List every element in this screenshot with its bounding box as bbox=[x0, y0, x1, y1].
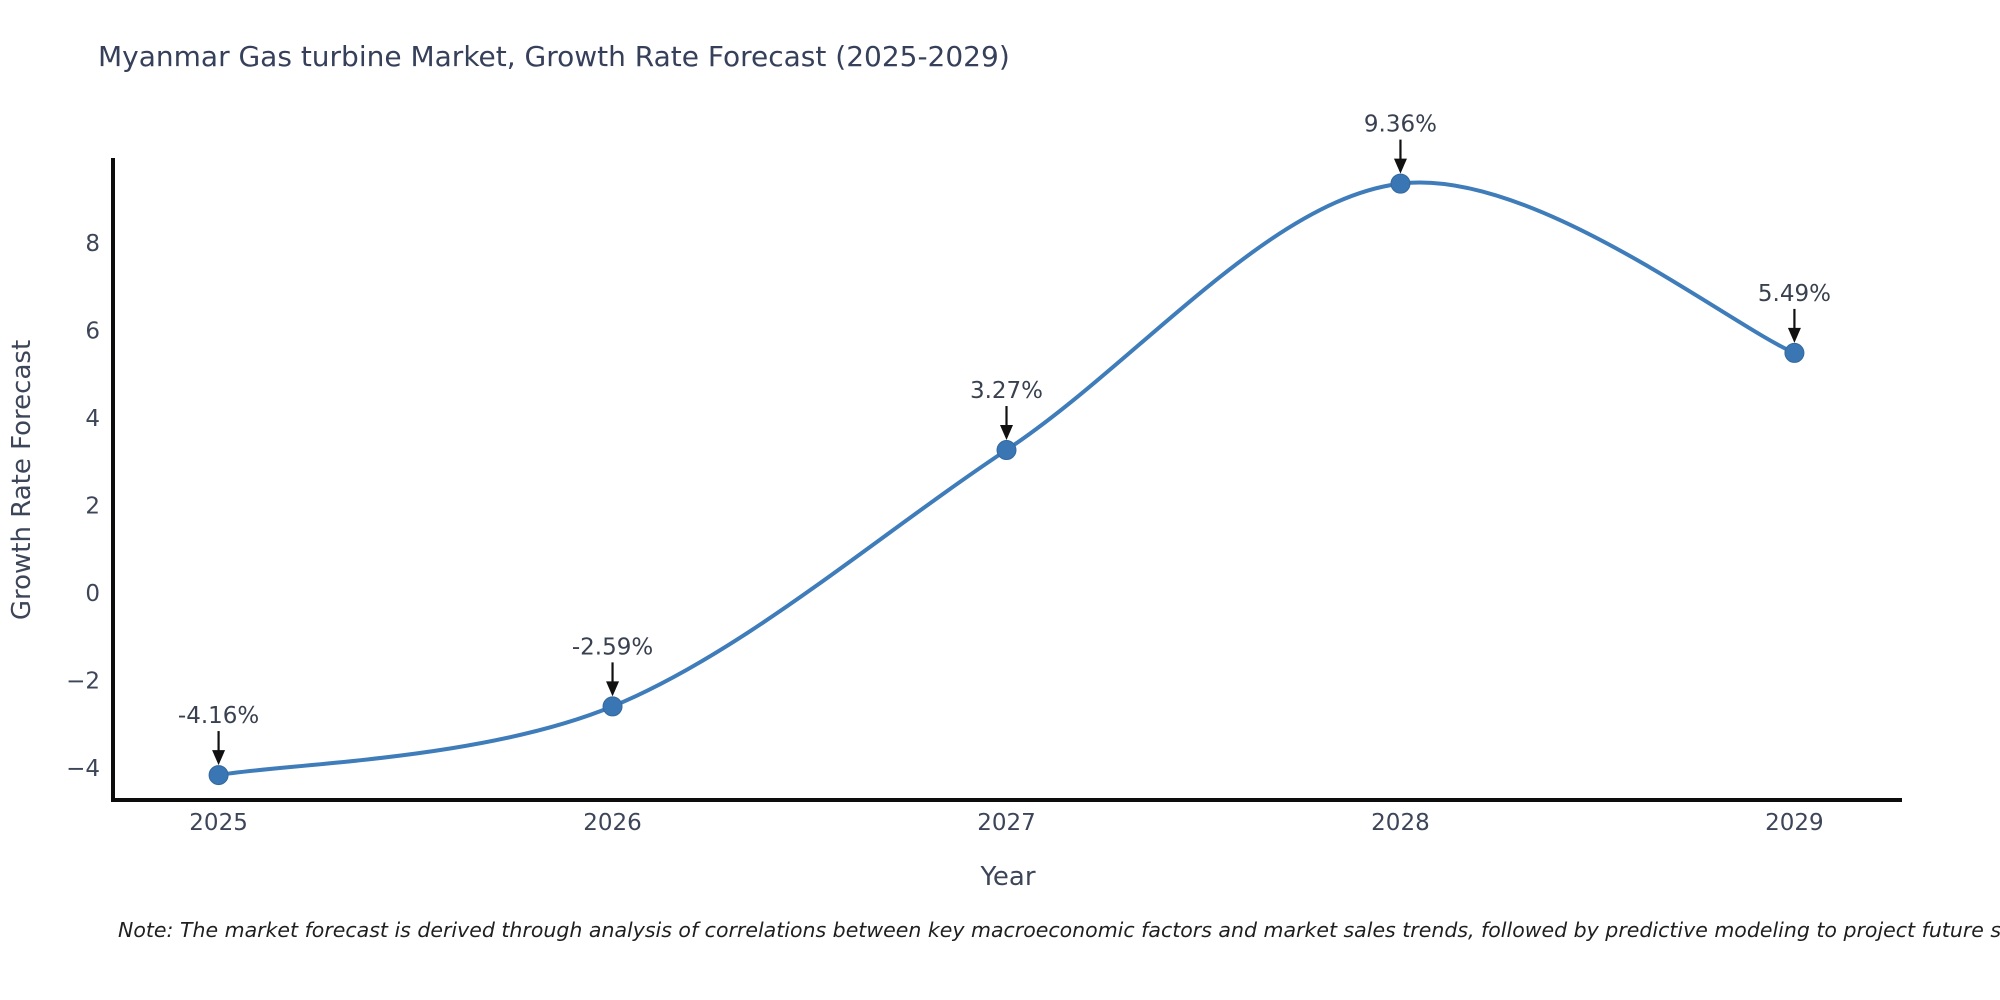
x-tick-label: 2029 bbox=[1765, 810, 1824, 836]
data-point-marker bbox=[208, 765, 229, 786]
annotation-arrowhead-icon bbox=[1787, 327, 1801, 343]
data-point-marker bbox=[996, 440, 1017, 461]
y-tick-label: −2 bbox=[66, 669, 100, 695]
x-axis-ticks: 2025 2026 2027 2028 2029 bbox=[189, 810, 1823, 836]
point-value-label: 3.27% bbox=[970, 378, 1043, 404]
data-point-marker bbox=[1784, 342, 1805, 363]
y-tick-label: −4 bbox=[66, 756, 100, 782]
point-value-label: 9.36% bbox=[1364, 112, 1437, 138]
point-value-label: -2.59% bbox=[572, 634, 653, 660]
y-tick-label: 8 bbox=[85, 231, 100, 257]
y-tick-label: 6 bbox=[85, 319, 100, 345]
x-tick-label: 2027 bbox=[977, 810, 1036, 836]
point-value-label: 5.49% bbox=[1758, 281, 1831, 307]
data-point-annotations: -4.16% -2.59% 3.27% 9.36% 5.49% bbox=[178, 112, 1831, 766]
data-point-markers bbox=[208, 173, 1805, 786]
footnote: Note: The market forecast is derived thr… bbox=[118, 918, 2000, 942]
annotation-arrowhead-icon bbox=[606, 681, 620, 697]
y-tick-label: 0 bbox=[85, 581, 100, 607]
x-tick-label: 2028 bbox=[1371, 810, 1430, 836]
annotation-arrowhead-icon bbox=[1393, 158, 1407, 174]
y-axis-label: Growth Rate Forecast bbox=[7, 340, 37, 620]
point-value-label: -4.16% bbox=[178, 703, 259, 729]
y-tick-label: 4 bbox=[85, 406, 100, 432]
x-tick-label: 2026 bbox=[583, 810, 642, 836]
data-point-marker bbox=[602, 696, 623, 717]
data-point-marker bbox=[1390, 173, 1411, 194]
x-tick-label: 2025 bbox=[189, 810, 248, 836]
y-axis-ticks: 8 6 4 2 0 −2 −4 bbox=[66, 231, 100, 782]
y-tick-label: 2 bbox=[85, 494, 100, 520]
axis-spines bbox=[111, 158, 1902, 802]
chart-title: Myanmar Gas turbine Market, Growth Rate … bbox=[98, 40, 1010, 73]
x-axis-label: Year bbox=[979, 862, 1035, 892]
annotation-arrowhead-icon bbox=[212, 750, 226, 766]
forecast-line bbox=[216, 180, 1797, 778]
annotation-arrowhead-icon bbox=[1000, 425, 1013, 441]
